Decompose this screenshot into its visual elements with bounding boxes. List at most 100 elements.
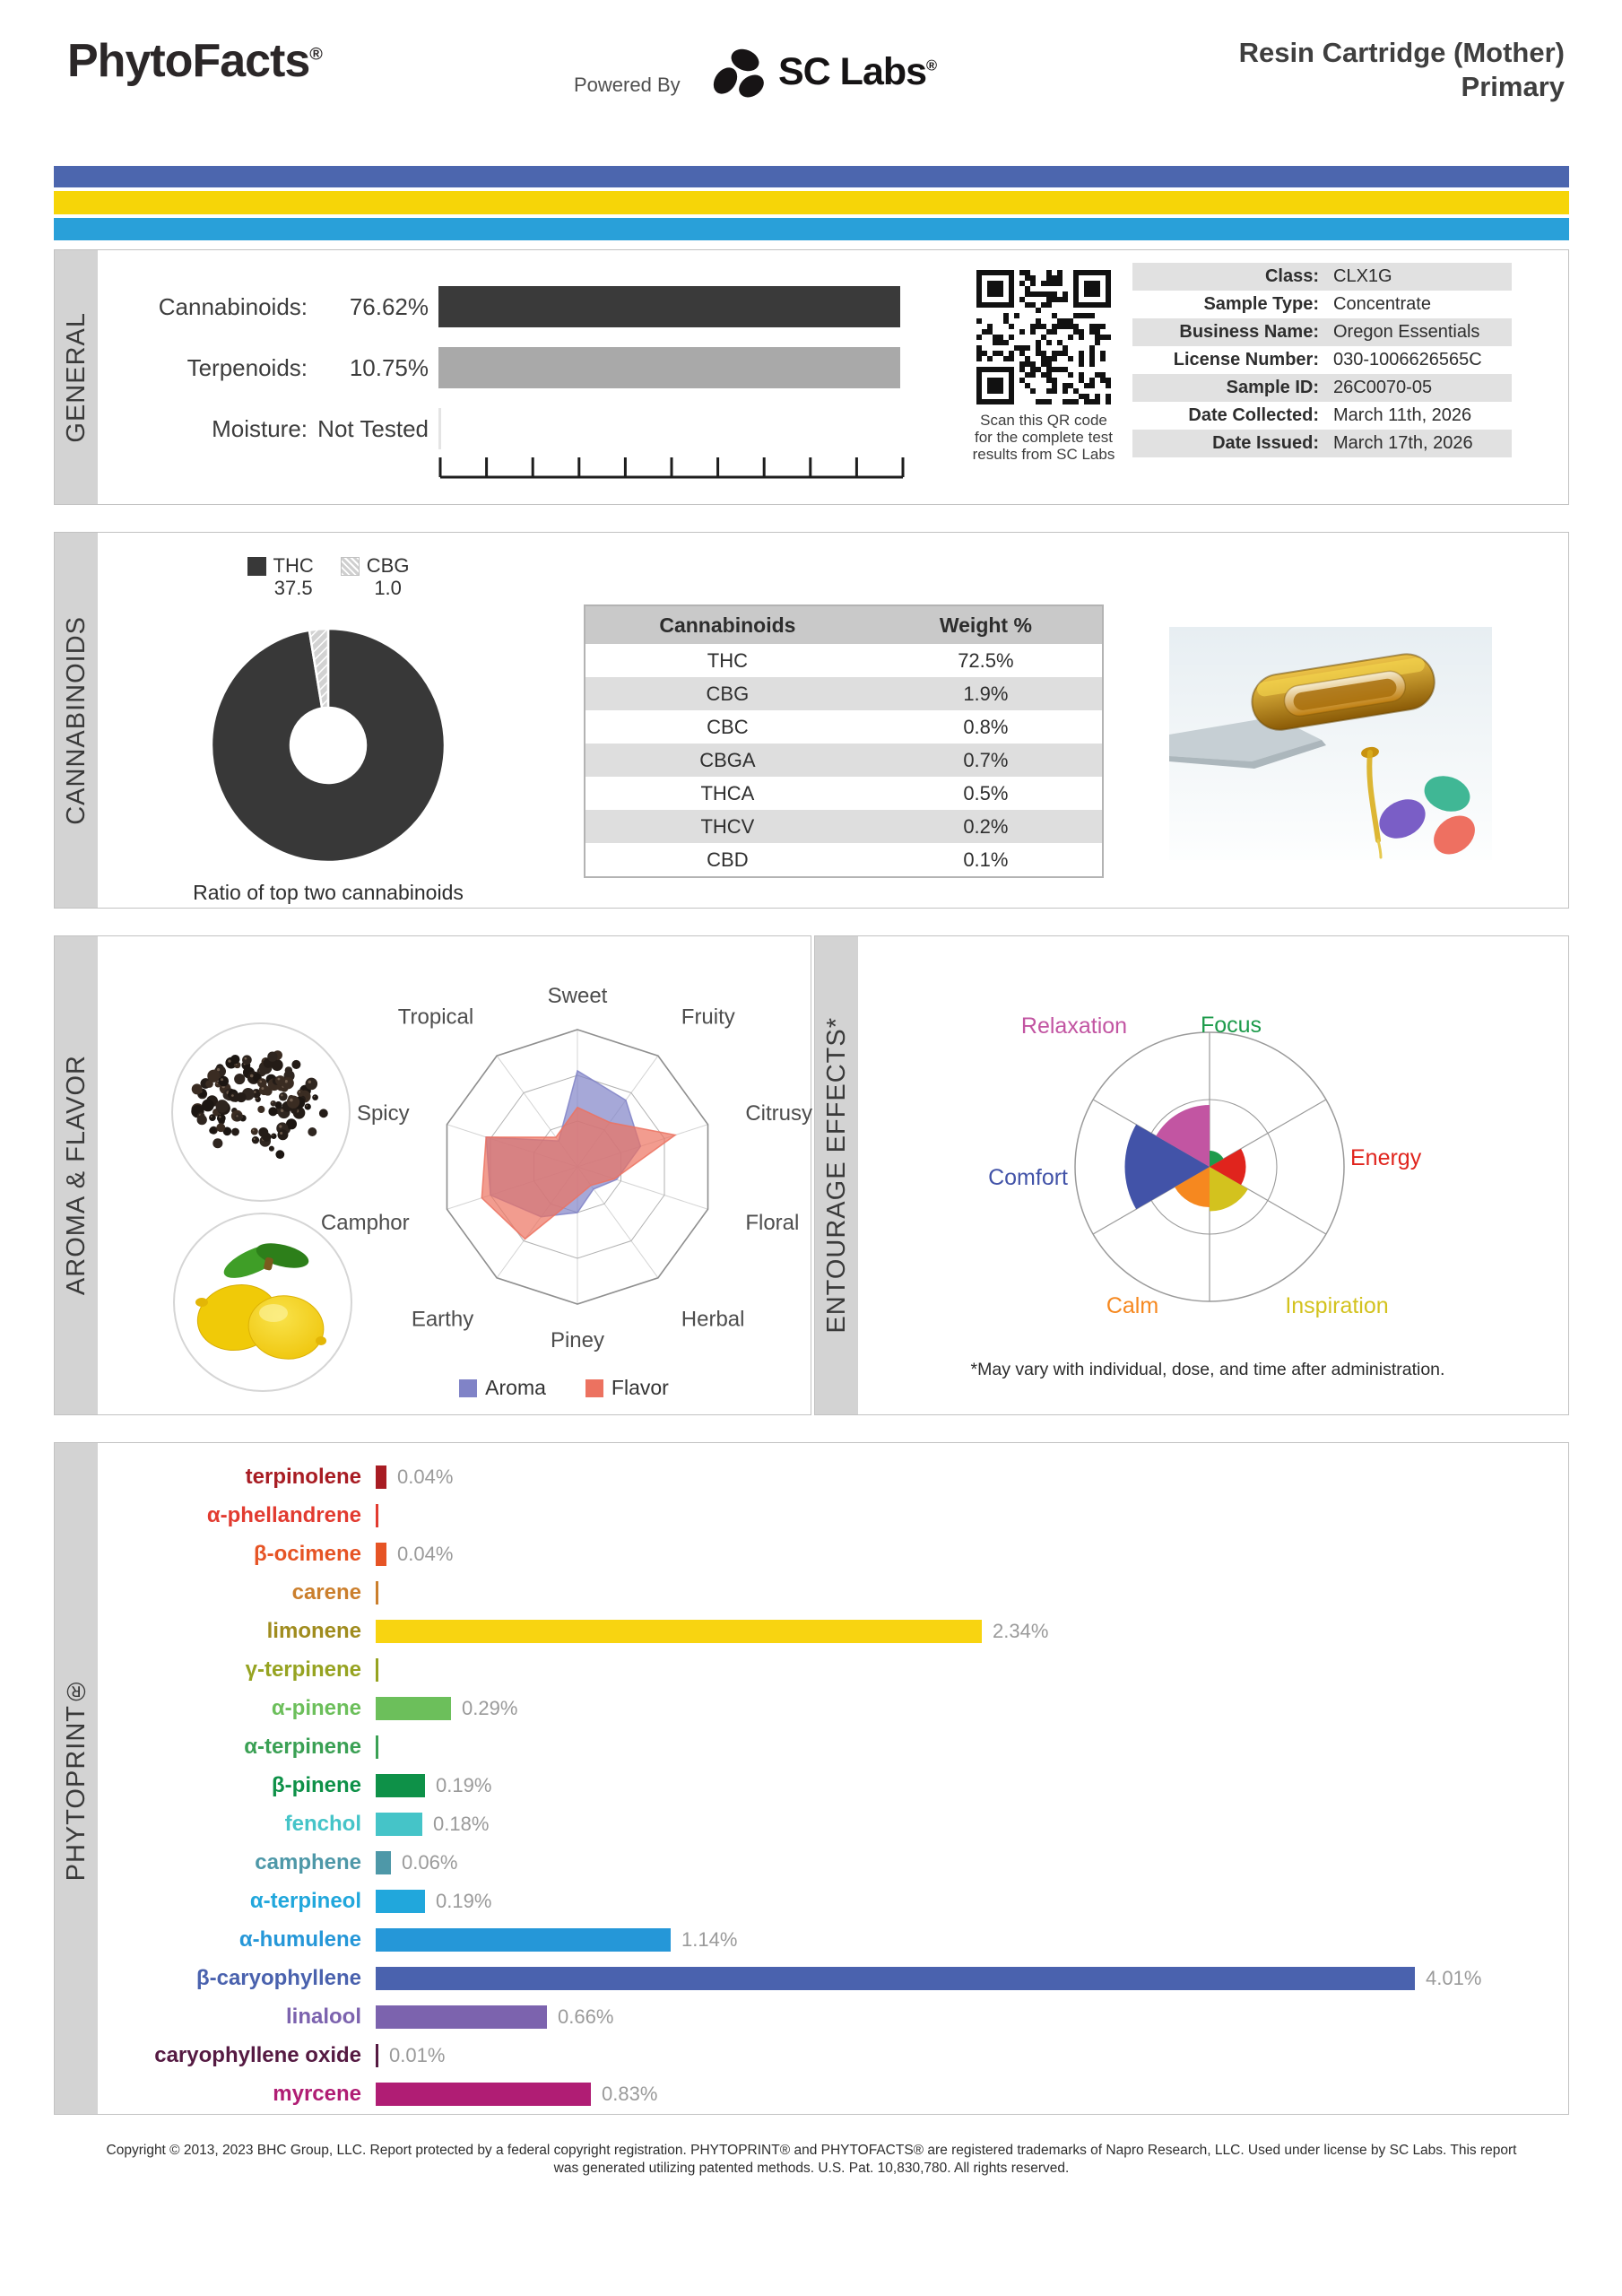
svg-text:Piney: Piney [551,1328,604,1352]
svg-text:Fruity: Fruity [681,1005,735,1030]
terpene-bar [376,2082,591,2106]
cannabinoid-weight: 0.2% [963,815,1009,838]
cannabinoid-weight: 0.5% [963,782,1009,804]
donut-legend-name: THC [273,554,314,577]
report-title-line1: Resin Cartridge (Mother) [1238,37,1565,68]
section-general: GENERAL Cannabinoids: 76.62% Terpenoids: 10… [54,249,1569,505]
cannabinoid-name: THCV [700,815,755,838]
cannabinoid-weight: 0.8% [963,716,1009,738]
terpene-row: α-humulene 1.14% [98,1920,1565,1959]
cannabinoid-name: CBG [706,683,750,705]
terpene-row: α-pinene 0.29% [98,1689,1565,1727]
section-label-entourage: ENTOURAGE EFFECTS* [815,936,858,1414]
radar-legend-label: Aroma [485,1376,546,1399]
svg-text:Sweet: Sweet [548,984,608,1008]
terpene-row: β-ocimene 0.04% [98,1535,1565,1573]
terpene-value: 1.14% [681,1927,738,1951]
general-gauge-row: Moisture: Not Tested [100,408,429,449]
cannabinoid-weight: 1.9% [963,683,1009,705]
cannabinoid-name: CBGA [699,749,756,771]
cannabinoid-weight: 0.7% [963,749,1009,771]
terpene-bar [376,1812,422,1836]
terpene-name: α-terpineol [249,1888,361,1913]
terpene-row: caryophyllene oxide 0.01% [98,2036,1565,2074]
section-phytoprint: PHYTOPRINT® terpinolene 0.04% α-phellandre… [54,1442,1569,2115]
terpene-row: terpinolene 0.04% [98,1457,1565,1496]
sample-info-table: Class: CLX1G Sample Type: Concentrate Busine… [1132,263,1512,457]
cannabinoid-name: THCA [700,782,755,804]
terpene-value: 0.66% [558,2005,614,2028]
section-label-phytoprint: PHYTOPRINT® [55,1443,98,2114]
terpene-value: 0.19% [436,1773,492,1796]
terpene-row: camphene 0.06% [98,1843,1565,1882]
donut-legend-text: THC 37.5 [273,554,314,599]
info-label: Date Issued: [1212,433,1319,453]
terpene-bar [376,1889,425,1913]
general-gauge-row: Cannabinoids: 76.62% [100,286,900,327]
terpene-name: caryophyllene oxide [154,2042,361,2067]
general-gauge-label: Moisture: [212,414,308,442]
phytofacts-logo: PhytoFacts® [67,35,323,87]
general-gauge-value: 76.62% [349,292,429,320]
section-label-aroma-flavor: AROMA & FLAVOR [55,936,98,1414]
report-title: Resin Cartridge (Mother) Primary [1239,36,1565,104]
info-value: Oregon Essentials [1333,322,1480,342]
terpene-row: limonene 2.34% [98,1612,1565,1650]
entourage-footnote: *May vary with individual, dose, and tim… [970,1360,1445,1379]
info-row: Sample Type: Concentrate [1132,291,1512,318]
cannabinoid-row: CBG 1.9% [585,677,1102,710]
info-label: Date Collected: [1188,405,1319,425]
info-row: Class: CLX1G [1132,263,1512,291]
info-row: License Number: 030-1006626565C [1132,346,1512,374]
terpene-bar [376,1927,671,1952]
col-header-weight: Weight % [939,613,1032,637]
donut-caption: Ratio of top two cannabinoids [193,881,464,904]
cannabinoid-table-header: Cannabinoids Weight % [585,606,1102,644]
terpene-bar [376,1465,386,1489]
terpene-row: myrcene 0.83% [98,2074,1565,2113]
brand-stripe [54,166,1569,187]
terpene-bar [376,1542,386,1566]
info-row: Sample ID: 26C0070-05 [1132,374,1512,402]
terpene-value: 0.01% [389,2043,446,2066]
terpene-bar [376,1773,425,1797]
radar-legend-label: Flavor [611,1376,669,1399]
terpene-name: carene [291,1579,361,1605]
terpene-name: γ-terpinene [245,1657,361,1682]
general-gauge-value: 10.75% [349,353,429,381]
svg-text:Comfort: Comfort [988,1165,1068,1190]
info-label: Business Name: [1179,322,1319,342]
cannabinoid-row: CBD 0.1% [585,843,1102,876]
info-value: March 11th, 2026 [1333,405,1472,425]
entourage-effects-chart: Focus Energy Inspiration Calm Comfort Relaxat… [988,1013,1422,1318]
donut-legend-text: CBG 1.0 [367,554,410,599]
powered-by-label: Powered By [574,74,681,96]
info-value: 26C0070-05 [1333,378,1433,397]
svg-text:Floral: Floral [745,1211,799,1235]
general-gauge-value: Not Tested [317,414,429,442]
cannabinoid-name: CBC [707,716,749,738]
cannabinoid-row: CBGA 0.7% [585,744,1102,777]
terpene-name: β-caryophyllene [195,1965,361,1990]
terpene-value: 0.04% [397,1465,454,1488]
cannabinoid-weight: 0.1% [963,848,1009,871]
thc-legend-swatch [247,557,266,576]
general-gauge-row: Terpenoids: 10.75% [100,347,900,388]
svg-text:Camphor: Camphor [321,1211,410,1235]
info-value: CLX1G [1333,266,1392,286]
sc-labs-wordmark: SC Labs® [778,50,937,93]
info-row: Date Collected: March 11th, 2026 [1132,402,1512,430]
terpene-bar [376,1657,378,1682]
radar-legend: Aroma Flavor [299,1376,828,1400]
radar-legend-item: Aroma [459,1376,546,1400]
section-cannabinoids: CANNABINOIDS THC 37.5 CBG 1.0 Ratio of top … [54,532,1569,909]
terpene-name: β-ocimene [253,1541,361,1566]
svg-text:Spicy: Spicy [357,1101,410,1126]
terpene-row: γ-terpinene [98,1650,1565,1689]
cannabinoid-row: THCV 0.2% [585,810,1102,843]
sc-labs-logo-icon [713,48,764,98]
info-value: March 17th, 2026 [1333,433,1473,453]
general-gauge-bar [438,347,900,388]
terpene-value: 4.01% [1426,1966,1482,1989]
terpene-row: α-phellandrene [98,1496,1565,1535]
